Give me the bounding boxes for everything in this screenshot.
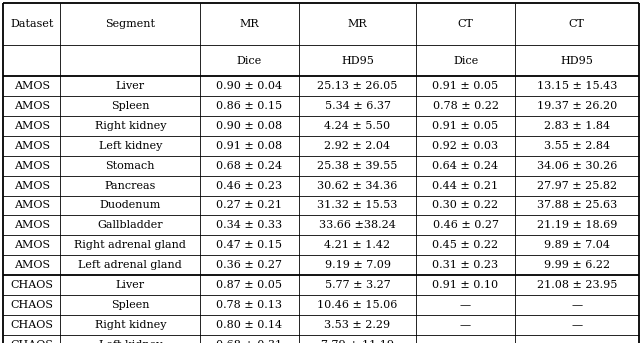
- Text: 0.68 ± 0.24: 0.68 ± 0.24: [216, 161, 282, 171]
- Text: 9.89 ± 7.04: 9.89 ± 7.04: [544, 240, 610, 250]
- Text: AMOS: AMOS: [13, 141, 50, 151]
- Text: HD95: HD95: [341, 56, 374, 66]
- Text: —: —: [571, 320, 582, 330]
- Text: 30.62 ± 34.36: 30.62 ± 34.36: [317, 180, 397, 191]
- Text: CHAOS: CHAOS: [10, 340, 53, 343]
- Text: 4.21 ± 1.42: 4.21 ± 1.42: [324, 240, 390, 250]
- Text: CHAOS: CHAOS: [10, 280, 53, 290]
- Text: 0.30 ± 0.22: 0.30 ± 0.22: [433, 200, 499, 211]
- Text: —: —: [571, 340, 582, 343]
- Text: 5.77 ± 3.27: 5.77 ± 3.27: [324, 280, 390, 290]
- Text: 4.24 ± 5.50: 4.24 ± 5.50: [324, 121, 390, 131]
- Text: 21.08 ± 23.95: 21.08 ± 23.95: [536, 280, 617, 290]
- Text: 21.19 ± 18.69: 21.19 ± 18.69: [536, 220, 617, 230]
- Text: 7.79 ± 11.19: 7.79 ± 11.19: [321, 340, 394, 343]
- Text: Dice: Dice: [453, 56, 478, 66]
- Text: 3.55 ± 2.84: 3.55 ± 2.84: [544, 141, 610, 151]
- Text: MR: MR: [348, 19, 367, 29]
- Text: Right adrenal gland: Right adrenal gland: [74, 240, 186, 250]
- Text: Liver: Liver: [116, 280, 145, 290]
- Text: 0.34 ± 0.33: 0.34 ± 0.33: [216, 220, 282, 230]
- Text: Left kidney: Left kidney: [99, 340, 162, 343]
- Text: 0.44 ± 0.21: 0.44 ± 0.21: [433, 180, 499, 191]
- Text: —: —: [460, 340, 471, 343]
- Text: Stomach: Stomach: [106, 161, 155, 171]
- Text: Dice: Dice: [237, 56, 262, 66]
- Text: Left adrenal gland: Left adrenal gland: [79, 260, 182, 270]
- Text: 0.91 ± 0.08: 0.91 ± 0.08: [216, 141, 282, 151]
- Text: CT: CT: [458, 19, 474, 29]
- Text: 0.78 ± 0.13: 0.78 ± 0.13: [216, 300, 282, 310]
- Text: CT: CT: [569, 19, 585, 29]
- Text: AMOS: AMOS: [13, 240, 50, 250]
- Text: —: —: [460, 320, 471, 330]
- Text: —: —: [460, 300, 471, 310]
- Text: 3.53 ± 2.29: 3.53 ± 2.29: [324, 320, 390, 330]
- Text: Spleen: Spleen: [111, 101, 150, 111]
- Text: 0.45 ± 0.22: 0.45 ± 0.22: [433, 240, 499, 250]
- Text: 9.99 ± 6.22: 9.99 ± 6.22: [544, 260, 610, 270]
- Text: AMOS: AMOS: [13, 200, 50, 211]
- Text: Right kidney: Right kidney: [95, 320, 166, 330]
- Text: 0.90 ± 0.04: 0.90 ± 0.04: [216, 81, 282, 91]
- Text: 0.31 ± 0.23: 0.31 ± 0.23: [433, 260, 499, 270]
- Text: 0.64 ± 0.24: 0.64 ± 0.24: [433, 161, 499, 171]
- Text: 10.46 ± 15.06: 10.46 ± 15.06: [317, 300, 397, 310]
- Text: 0.27 ± 0.21: 0.27 ± 0.21: [216, 200, 282, 211]
- Text: AMOS: AMOS: [13, 180, 50, 191]
- Text: 9.19 ± 7.09: 9.19 ± 7.09: [324, 260, 390, 270]
- Text: Dataset: Dataset: [10, 19, 54, 29]
- Text: 0.46 ± 0.27: 0.46 ± 0.27: [433, 220, 499, 230]
- Text: Right kidney: Right kidney: [95, 121, 166, 131]
- Text: Pancreas: Pancreas: [104, 180, 156, 191]
- Text: 0.80 ± 0.14: 0.80 ± 0.14: [216, 320, 282, 330]
- Text: CHAOS: CHAOS: [10, 320, 53, 330]
- Text: 5.34 ± 6.37: 5.34 ± 6.37: [324, 101, 390, 111]
- Text: 0.47 ± 0.15: 0.47 ± 0.15: [216, 240, 282, 250]
- Text: MR: MR: [239, 19, 259, 29]
- Text: 2.92 ± 2.04: 2.92 ± 2.04: [324, 141, 390, 151]
- Text: CHAOS: CHAOS: [10, 300, 53, 310]
- Text: AMOS: AMOS: [13, 161, 50, 171]
- Text: 25.13 ± 26.05: 25.13 ± 26.05: [317, 81, 397, 91]
- Text: 0.91 ± 0.10: 0.91 ± 0.10: [433, 280, 499, 290]
- Text: 0.36 ± 0.27: 0.36 ± 0.27: [216, 260, 282, 270]
- Text: 27.97 ± 25.82: 27.97 ± 25.82: [537, 180, 617, 191]
- Text: 2.83 ± 1.84: 2.83 ± 1.84: [544, 121, 610, 131]
- Text: 0.78 ± 0.22: 0.78 ± 0.22: [433, 101, 499, 111]
- Text: 0.90 ± 0.08: 0.90 ± 0.08: [216, 121, 282, 131]
- Text: AMOS: AMOS: [13, 121, 50, 131]
- Text: HD95: HD95: [560, 56, 593, 66]
- Text: 0.87 ± 0.05: 0.87 ± 0.05: [216, 280, 282, 290]
- Text: 0.91 ± 0.05: 0.91 ± 0.05: [433, 121, 499, 131]
- Text: 13.15 ± 15.43: 13.15 ± 15.43: [536, 81, 617, 91]
- Text: AMOS: AMOS: [13, 101, 50, 111]
- Text: —: —: [571, 300, 582, 310]
- Text: 0.92 ± 0.03: 0.92 ± 0.03: [433, 141, 499, 151]
- Text: 0.86 ± 0.15: 0.86 ± 0.15: [216, 101, 282, 111]
- Text: AMOS: AMOS: [13, 81, 50, 91]
- Text: Gallbladder: Gallbladder: [97, 220, 163, 230]
- Text: 37.88 ± 25.63: 37.88 ± 25.63: [536, 200, 617, 211]
- Text: AMOS: AMOS: [13, 220, 50, 230]
- Text: Spleen: Spleen: [111, 300, 150, 310]
- Text: 25.38 ± 39.55: 25.38 ± 39.55: [317, 161, 397, 171]
- Text: 0.46 ± 0.23: 0.46 ± 0.23: [216, 180, 282, 191]
- Text: 33.66 ±38.24: 33.66 ±38.24: [319, 220, 396, 230]
- Text: AMOS: AMOS: [13, 260, 50, 270]
- Text: 0.91 ± 0.05: 0.91 ± 0.05: [433, 81, 499, 91]
- Text: Duodenum: Duodenum: [100, 200, 161, 211]
- Text: 0.68 ± 0.31: 0.68 ± 0.31: [216, 340, 282, 343]
- Text: Liver: Liver: [116, 81, 145, 91]
- Text: Left kidney: Left kidney: [99, 141, 162, 151]
- Text: 34.06 ± 30.26: 34.06 ± 30.26: [536, 161, 617, 171]
- Text: Segment: Segment: [106, 19, 156, 29]
- Text: 19.37 ± 26.20: 19.37 ± 26.20: [536, 101, 617, 111]
- Text: 31.32 ± 15.53: 31.32 ± 15.53: [317, 200, 397, 211]
